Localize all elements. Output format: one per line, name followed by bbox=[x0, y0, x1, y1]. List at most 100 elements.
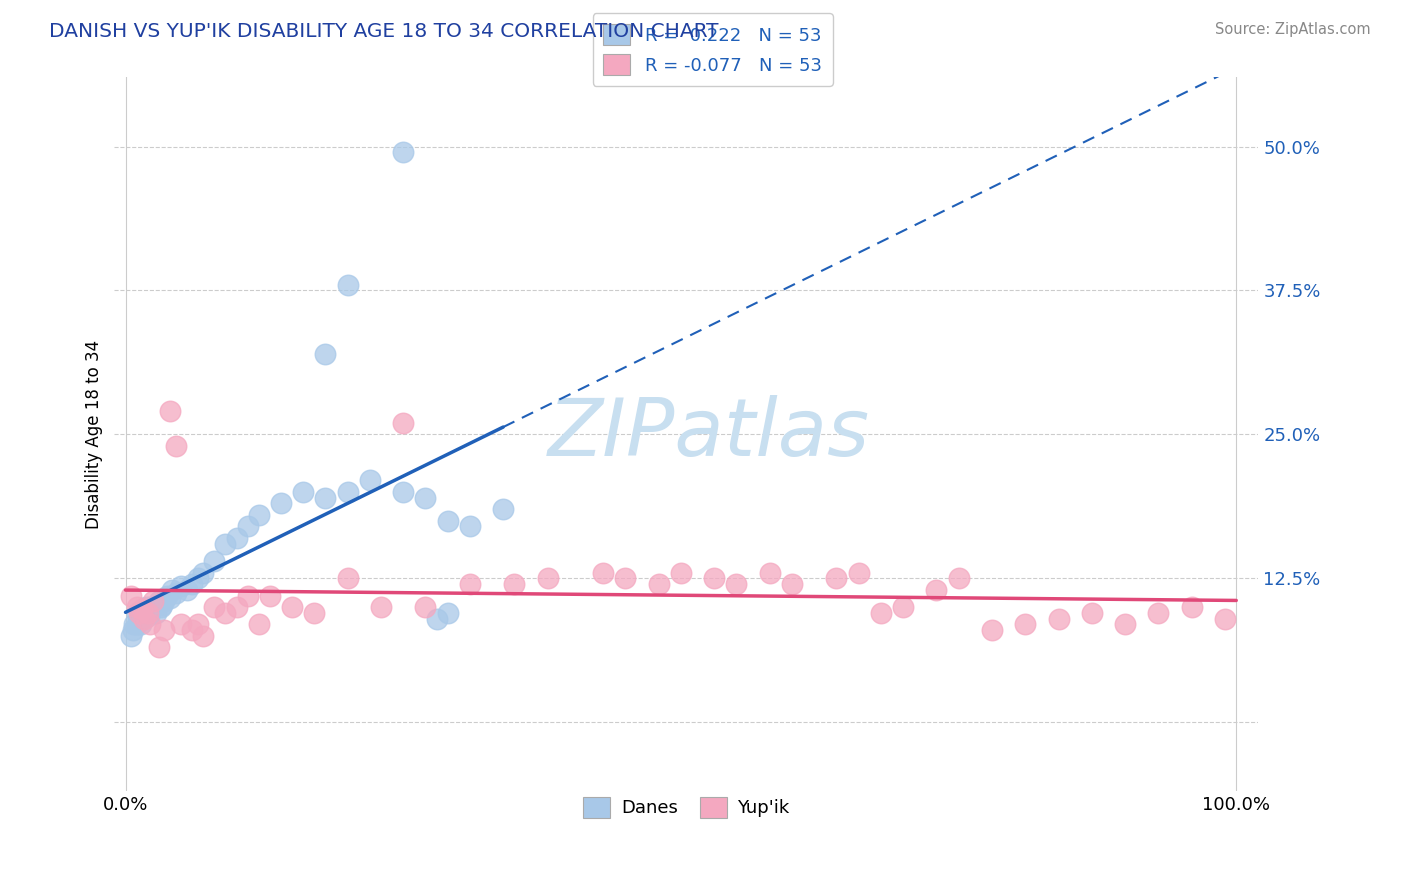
Point bbox=[259, 589, 281, 603]
Point bbox=[135, 602, 157, 616]
Point bbox=[314, 347, 336, 361]
Point bbox=[780, 577, 803, 591]
Point bbox=[214, 537, 236, 551]
Point bbox=[392, 484, 415, 499]
Point bbox=[136, 609, 159, 624]
Point bbox=[187, 571, 209, 585]
Point bbox=[128, 611, 150, 625]
Point bbox=[392, 145, 415, 160]
Point bbox=[725, 577, 748, 591]
Point bbox=[160, 582, 183, 597]
Point bbox=[236, 519, 259, 533]
Point bbox=[138, 600, 160, 615]
Point bbox=[150, 598, 173, 612]
Text: ZIPatlas: ZIPatlas bbox=[548, 395, 870, 474]
Y-axis label: Disability Age 18 to 34: Disability Age 18 to 34 bbox=[86, 340, 103, 529]
Point bbox=[436, 514, 458, 528]
Point bbox=[336, 484, 359, 499]
Point bbox=[139, 606, 162, 620]
Point bbox=[948, 571, 970, 585]
Point bbox=[129, 617, 152, 632]
Point bbox=[170, 579, 193, 593]
Point bbox=[1081, 606, 1104, 620]
Point bbox=[202, 600, 225, 615]
Point bbox=[1181, 600, 1204, 615]
Point bbox=[247, 617, 270, 632]
Point bbox=[247, 508, 270, 522]
Point bbox=[165, 586, 187, 600]
Point bbox=[125, 600, 148, 615]
Point bbox=[187, 617, 209, 632]
Point bbox=[1014, 617, 1036, 632]
Point bbox=[165, 439, 187, 453]
Point bbox=[153, 623, 176, 637]
Point bbox=[145, 598, 167, 612]
Point bbox=[150, 600, 173, 615]
Point bbox=[848, 566, 870, 580]
Point bbox=[134, 611, 156, 625]
Point bbox=[156, 589, 179, 603]
Point bbox=[193, 629, 215, 643]
Point bbox=[925, 582, 948, 597]
Point bbox=[122, 623, 145, 637]
Point bbox=[492, 502, 515, 516]
Point bbox=[592, 566, 614, 580]
Point bbox=[170, 617, 193, 632]
Point bbox=[614, 571, 637, 585]
Point bbox=[134, 606, 156, 620]
Point bbox=[336, 571, 359, 585]
Point bbox=[181, 577, 204, 591]
Point bbox=[131, 602, 153, 616]
Point bbox=[139, 617, 162, 632]
Point bbox=[139, 602, 162, 616]
Point bbox=[176, 582, 198, 597]
Point bbox=[142, 594, 165, 608]
Point bbox=[120, 629, 142, 643]
Point bbox=[225, 531, 247, 545]
Point bbox=[669, 566, 692, 580]
Point bbox=[128, 606, 150, 620]
Point bbox=[270, 496, 292, 510]
Point bbox=[336, 277, 359, 292]
Point bbox=[120, 589, 142, 603]
Point bbox=[131, 611, 153, 625]
Point bbox=[129, 606, 152, 620]
Text: DANISH VS YUP'IK DISABILITY AGE 18 TO 34 CORRELATION CHART: DANISH VS YUP'IK DISABILITY AGE 18 TO 34… bbox=[49, 22, 718, 41]
Point bbox=[370, 600, 392, 615]
Point bbox=[758, 566, 780, 580]
Point bbox=[142, 600, 165, 615]
Point bbox=[436, 606, 458, 620]
Legend: Danes, Yup'ik: Danes, Yup'ik bbox=[576, 789, 797, 825]
Point bbox=[159, 591, 181, 605]
Point bbox=[148, 640, 170, 655]
Point bbox=[392, 416, 415, 430]
Point bbox=[136, 606, 159, 620]
Point bbox=[132, 609, 155, 624]
Point bbox=[1213, 611, 1236, 625]
Point bbox=[159, 404, 181, 418]
Point bbox=[124, 617, 146, 632]
Point bbox=[281, 600, 304, 615]
Point bbox=[181, 623, 204, 637]
Point bbox=[148, 594, 170, 608]
Point bbox=[304, 606, 326, 620]
Point bbox=[292, 484, 315, 499]
Point bbox=[980, 623, 1002, 637]
Point bbox=[1047, 611, 1070, 625]
Point bbox=[458, 519, 481, 533]
Point bbox=[125, 617, 148, 632]
Point bbox=[125, 606, 148, 620]
Point bbox=[891, 600, 914, 615]
Point bbox=[825, 571, 848, 585]
Point bbox=[359, 474, 381, 488]
Point bbox=[425, 611, 447, 625]
Point bbox=[236, 589, 259, 603]
Point bbox=[647, 577, 669, 591]
Point bbox=[225, 600, 247, 615]
Point bbox=[202, 554, 225, 568]
Point bbox=[703, 571, 725, 585]
Point bbox=[415, 491, 437, 505]
Point bbox=[536, 571, 558, 585]
Point bbox=[134, 600, 156, 615]
Point bbox=[415, 600, 437, 615]
